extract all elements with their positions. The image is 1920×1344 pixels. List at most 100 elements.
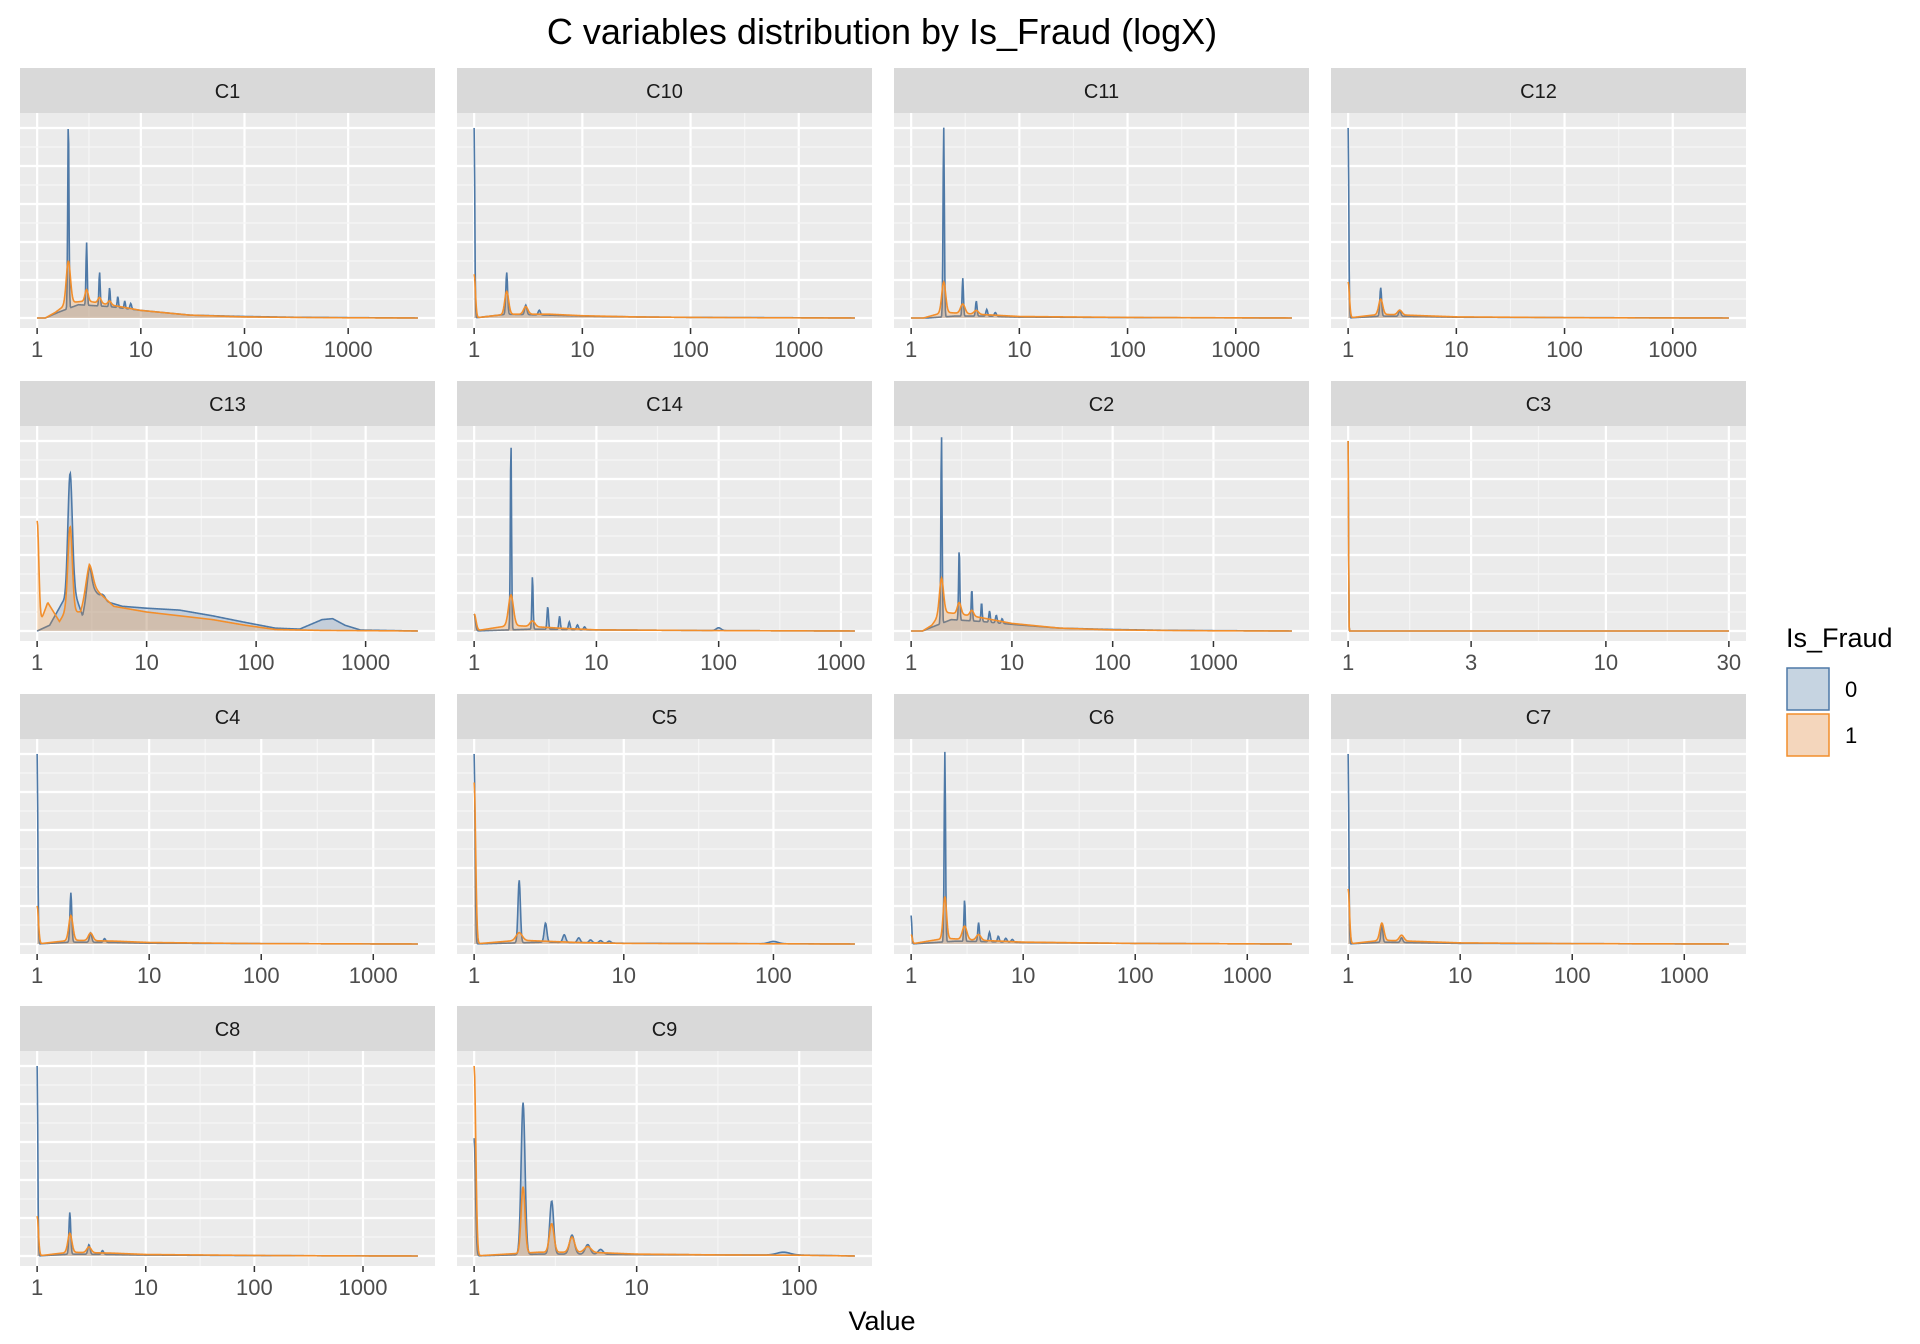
legend-label-0: 0: [1845, 677, 1857, 702]
density-line-1: [36, 905, 418, 945]
x-tick-label: 100: [1554, 963, 1591, 988]
x-tick-label: 100: [781, 1275, 818, 1300]
facet-strip-label: C11: [1084, 81, 1119, 103]
panel-background: [1331, 739, 1746, 954]
panel-background: [457, 739, 872, 954]
density-area-1: [37, 906, 418, 944]
facet-c7: C7 1 10 100 1000: [1331, 694, 1746, 988]
x-tick-label: 10: [1011, 963, 1035, 988]
x-tick-label: 1: [468, 1275, 480, 1300]
density-area-1: [474, 594, 855, 631]
facet-strip: [457, 68, 872, 113]
density-line-1: [36, 520, 418, 632]
density-line-1: [37, 260, 418, 319]
facet-strip: [20, 68, 435, 113]
x-tick-label: 100: [672, 337, 709, 362]
density-area-1: [37, 261, 418, 318]
panel-background: [894, 426, 1309, 641]
x-tick-label: 100: [755, 963, 792, 988]
legend-key-1: [1786, 713, 1830, 757]
x-tick-label: 100: [1109, 337, 1146, 362]
x-tick-label: 1: [31, 1275, 43, 1300]
facet-strip: [1331, 68, 1746, 113]
x-tick-label: 100: [226, 337, 263, 362]
legend-title: Is_Fraud: [1786, 623, 1893, 653]
x-tick-label: 1: [468, 963, 480, 988]
facet-strip: [20, 1006, 435, 1051]
facet-c2: C2 1 10 100 1000: [894, 381, 1309, 675]
facet-strip: [457, 694, 872, 739]
facet-strip-label: C3: [1526, 394, 1552, 416]
facet-strip-label: C4: [215, 707, 241, 729]
density-area-1: [37, 520, 418, 631]
x-tick-label: 10: [1594, 650, 1618, 675]
x-tick-label: 100: [700, 650, 737, 675]
facet-strip: [894, 694, 1309, 739]
facet-strip: [457, 381, 872, 426]
x-tick-label: 30: [1717, 650, 1741, 675]
chart-title: C variables distribution by Is_Fraud (lo…: [547, 11, 1217, 52]
x-tick-label: 1: [905, 650, 917, 675]
x-tick-label: 10: [624, 1275, 648, 1300]
facet-strip-label: C2: [1089, 394, 1115, 416]
legend-label-1: 1: [1845, 723, 1857, 748]
density-line-1: [1347, 281, 1729, 319]
x-tick-label: 10: [134, 1275, 158, 1300]
x-tick-label: 10: [1448, 963, 1472, 988]
facet-c14: C14 1 10 100 1000: [457, 381, 872, 675]
x-tick-label: 100: [1546, 337, 1583, 362]
facet-c13: C13 1 10 100 1000: [20, 381, 435, 675]
density-line-1: [473, 274, 855, 319]
facet-c12: C12 1 10 100 1000: [1331, 68, 1746, 362]
x-tick-label: 1000: [1648, 337, 1697, 362]
x-tick-label: 10: [1000, 650, 1024, 675]
x-tick-label: 1000: [774, 337, 823, 362]
facet-c6: C6 1 10 100 1000: [894, 694, 1309, 988]
x-tick-label: 10: [134, 650, 158, 675]
x-tick-label: 1: [468, 337, 480, 362]
x-tick-label: 10: [1444, 337, 1468, 362]
panel-background: [1331, 113, 1746, 328]
x-tick-label: 1: [468, 650, 480, 675]
density-line-1: [473, 1065, 855, 1257]
facet-c3: C3 1 3 10 30: [1331, 381, 1746, 675]
panel-background: [457, 426, 872, 641]
x-tick-label: 1000: [349, 963, 398, 988]
x-tick-label: 1: [31, 337, 43, 362]
panel-background: [20, 1051, 435, 1266]
x-tick-label: 1000: [324, 337, 373, 362]
density-area-0: [37, 473, 418, 631]
panel-background: [457, 113, 872, 328]
x-tick-label: 1: [31, 963, 43, 988]
x-tick-label: 1000: [1660, 963, 1709, 988]
x-tick-label: 1000: [1223, 963, 1272, 988]
x-tick-label: 1: [1342, 963, 1354, 988]
density-area-1: [911, 896, 1292, 944]
facet-strip-label: C13: [209, 394, 246, 416]
density-line-1: [910, 896, 1292, 945]
facet-c4: C4 1 10 100 1000: [20, 694, 435, 988]
facet-c10: C10 1 10 100 1000: [457, 68, 872, 362]
facet-strip-label: C8: [215, 1019, 241, 1041]
density-line-1: [911, 279, 1292, 319]
facet-strip: [894, 381, 1309, 426]
x-axis-label: Value: [848, 1306, 915, 1336]
x-tick-label: 100: [236, 1275, 273, 1300]
x-tick-label: 1: [1342, 337, 1354, 362]
x-tick-label: 10: [129, 337, 153, 362]
density-area-1: [911, 577, 1292, 631]
facet-c1: C1 1 10 100 1000: [20, 68, 435, 362]
legend-key-0: [1786, 667, 1830, 711]
x-tick-label: 1000: [341, 650, 390, 675]
x-tick-label: 10: [1007, 337, 1031, 362]
x-tick-label: 10: [570, 337, 594, 362]
facet-strip: [1331, 381, 1746, 426]
facet-strip-label: C12: [1520, 81, 1557, 103]
facet-strip-label: C6: [1089, 707, 1115, 729]
density-line-1: [1347, 440, 1729, 632]
facet-c8: C8 1 10 100 1000: [20, 1006, 435, 1300]
facet-strip-label: C10: [646, 81, 683, 103]
x-tick-label: 10: [584, 650, 608, 675]
